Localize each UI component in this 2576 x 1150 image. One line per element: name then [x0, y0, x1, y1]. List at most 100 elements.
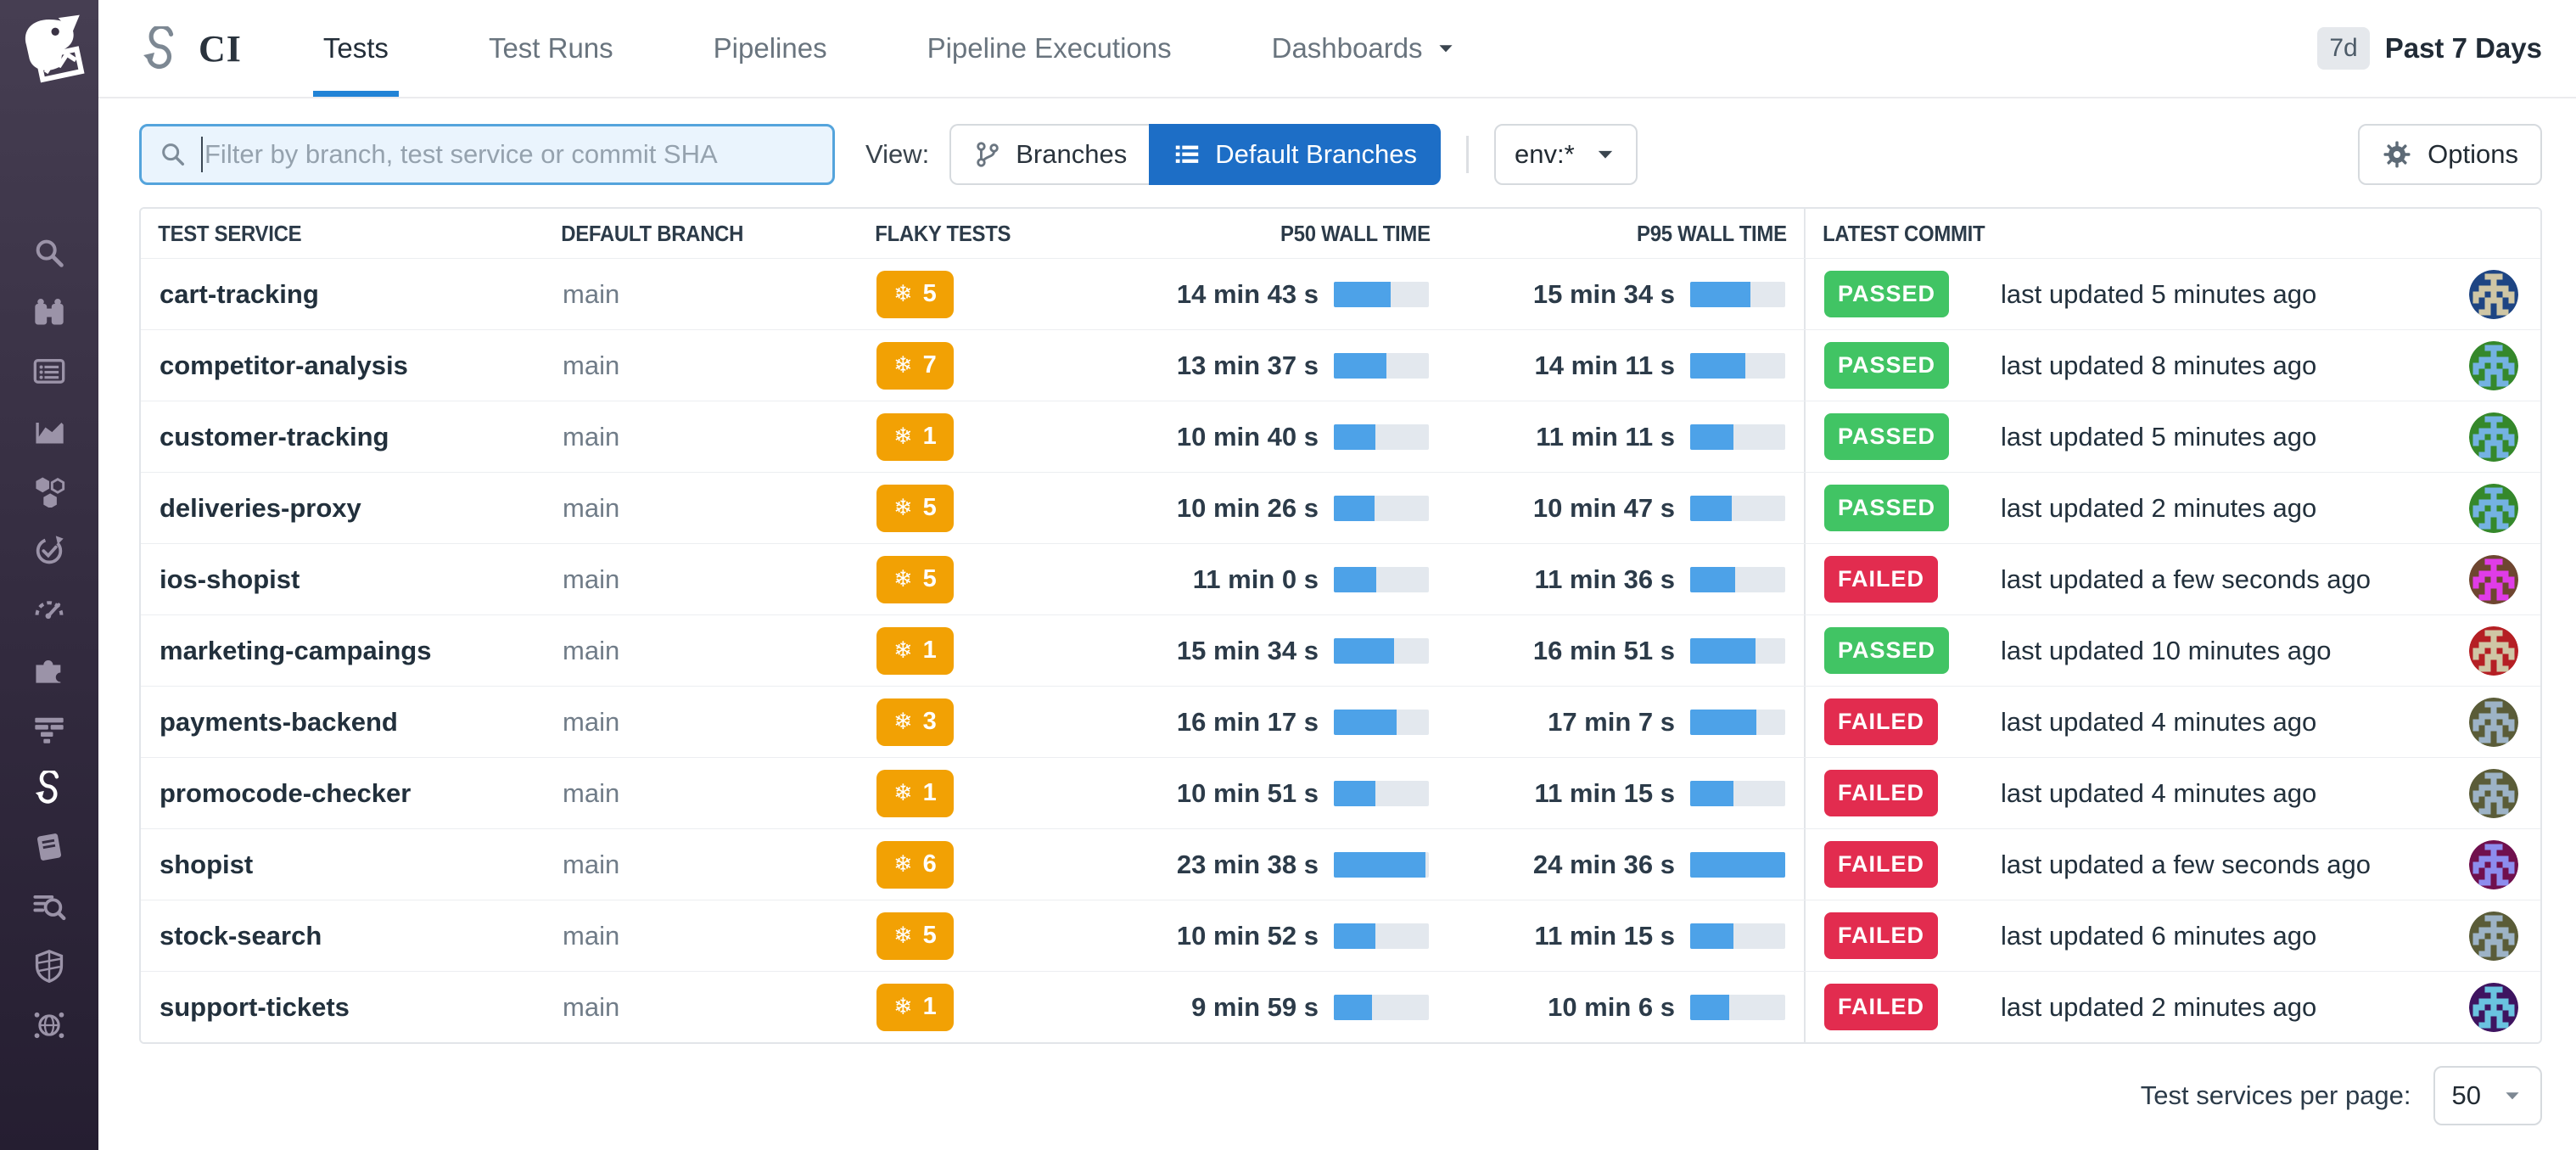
table-row[interactable]: competitor-analysis main ❄ 7 13 min 37 s… — [141, 329, 2540, 401]
integrations-puzzle-icon[interactable] — [32, 652, 66, 686]
p95-wall-time-bar — [1690, 851, 1785, 878]
latest-commit-cell: FAILED last updated a few seconds ago — [1804, 829, 2540, 900]
default-branch-cell: main — [563, 278, 620, 309]
last-updated-text: last updated 6 minutes ago — [2001, 920, 2317, 951]
p95-wall-time-bar — [1690, 994, 1785, 1020]
flaky-tests-badge[interactable]: ❄ 6 — [876, 840, 954, 889]
p50-wall-time-cell: 10 min 26 s — [1095, 493, 1448, 524]
last-updated-text: last updated 5 minutes ago — [2001, 421, 2317, 452]
service-name-link[interactable]: customer-tracking — [160, 421, 389, 452]
default-branches-toggle-button[interactable]: Default Branches — [1149, 124, 1442, 185]
tab-tests[interactable]: Tests — [312, 0, 399, 97]
search-input[interactable] — [203, 139, 815, 170]
chevron-down-icon — [1598, 150, 1612, 159]
p95-wall-time-value: 10 min 47 s — [1532, 492, 1675, 523]
search-icon[interactable] — [32, 236, 66, 270]
p95-wall-time-value: 11 min 15 s — [1534, 777, 1675, 808]
table-row[interactable]: customer-tracking main ❄ 1 10 min 40 s 1… — [141, 401, 2540, 472]
flaky-count: 3 — [922, 708, 937, 735]
column-header-test-service[interactable]: TEST SERVICE — [158, 220, 302, 246]
git-branch-icon — [977, 142, 999, 167]
service-name-link[interactable]: marketing-campaings — [160, 635, 432, 665]
p95-wall-time-cell: 14 min 11 s — [1448, 351, 1804, 381]
service-name-link[interactable]: support-tickets — [160, 991, 350, 1022]
service-name-link[interactable]: deliveries-proxy — [160, 492, 361, 523]
search-box — [139, 124, 835, 185]
sidebar-nav — [32, 236, 66, 1042]
snowflake-icon: ❄ — [893, 566, 913, 592]
monitors-icon[interactable] — [32, 533, 66, 567]
p95-wall-time-bar — [1690, 352, 1785, 379]
tab-dashboards[interactable]: Dashboards — [1272, 0, 1457, 97]
env-filter-dropdown[interactable]: env:* — [1494, 124, 1638, 185]
service-name-link[interactable]: cart-tracking — [160, 278, 319, 309]
service-name-link[interactable]: ios-shopist — [160, 564, 300, 594]
ci-icon[interactable] — [32, 771, 66, 805]
table-row[interactable]: deliveries-proxy main ❄ 5 10 min 26 s 10… — [141, 472, 2540, 543]
flaky-tests-badge[interactable]: ❄ 7 — [876, 341, 954, 390]
top-nav: CI Tests Test Runs Pipelines Pipeline Ex… — [98, 0, 2576, 98]
table-row[interactable]: stock-search main ❄ 5 10 min 52 s 11 min… — [141, 900, 2540, 971]
column-header-default-branch[interactable]: DEFAULT BRANCH — [561, 220, 744, 246]
flaky-tests-badge[interactable]: ❄ 5 — [876, 270, 954, 318]
flaky-tests-cell: ❄ 1 — [858, 983, 1095, 1031]
log-search-icon[interactable] — [32, 889, 66, 923]
service-name-link[interactable]: competitor-analysis — [160, 350, 408, 380]
per-page-select[interactable]: 50 — [2433, 1066, 2542, 1125]
p95-wall-time-cell: 24 min 36 s — [1448, 850, 1804, 880]
column-header-latest-commit[interactable]: LATEST COMMIT — [1804, 209, 2482, 258]
p95-wall-time-value: 11 min 15 s — [1534, 920, 1675, 951]
flaky-tests-badge[interactable]: ❄ 3 — [876, 698, 954, 746]
column-header-flaky-tests[interactable]: FLAKY TESTS — [875, 220, 1011, 246]
flaky-tests-badge[interactable]: ❄ 5 — [876, 555, 954, 603]
flaky-count: 1 — [922, 637, 937, 664]
apm-flamegraph-icon[interactable] — [32, 711, 66, 745]
p50-wall-time-bar — [1334, 424, 1429, 450]
flaky-tests-badge[interactable]: ❄ 1 — [876, 412, 954, 461]
service-name-link[interactable]: promocode-checker — [160, 777, 412, 808]
flaky-tests-cell: ❄ 5 — [858, 912, 1095, 960]
flaky-tests-badge[interactable]: ❄ 1 — [876, 769, 954, 817]
metrics-chart-icon[interactable] — [32, 414, 66, 448]
column-header-p95-wall-time[interactable]: P95 WALL TIME — [1637, 220, 1787, 246]
watchdog-binoculars-icon[interactable] — [32, 295, 66, 329]
flaky-count: 1 — [922, 779, 937, 806]
infrastructure-hexagons-icon[interactable] — [32, 474, 66, 508]
table-row[interactable]: promocode-checker main ❄ 1 10 min 51 s 1… — [141, 757, 2540, 828]
p50-wall-time-value: 16 min 17 s — [1176, 706, 1319, 737]
branches-toggle-button[interactable]: Branches — [949, 124, 1150, 185]
tab-pipeline-executions[interactable]: Pipeline Executions — [927, 32, 1172, 64]
table-row[interactable]: support-tickets main ❄ 1 9 min 59 s 10 m… — [141, 971, 2540, 1042]
snowflake-icon: ❄ — [893, 709, 913, 734]
default-branch-cell: main — [563, 350, 620, 380]
flaky-tests-badge[interactable]: ❄ 1 — [876, 626, 954, 675]
security-shield-icon[interactable] — [32, 949, 66, 983]
service-name-link[interactable]: shopist — [160, 849, 254, 879]
table-row[interactable]: payments-backend main ❄ 3 16 min 17 s 17… — [141, 686, 2540, 757]
tab-pipelines[interactable]: Pipelines — [713, 32, 827, 64]
status-badge: PASSED — [1824, 271, 1950, 317]
flaky-tests-badge[interactable]: ❄ 1 — [876, 983, 954, 1031]
dashboards-icon[interactable] — [32, 355, 66, 389]
flaky-tests-badge[interactable]: ❄ 5 — [876, 484, 954, 532]
network-globe-icon[interactable] — [32, 1008, 66, 1042]
list-icon — [1175, 145, 1199, 163]
flaky-tests-badge[interactable]: ❄ 5 — [876, 912, 954, 960]
table-row[interactable]: shopist main ❄ 6 23 min 38 s 24 min 36 s… — [141, 828, 2540, 900]
flaky-tests-cell: ❄ 3 — [858, 698, 1095, 746]
column-header-p50-wall-time[interactable]: P50 WALL TIME — [1280, 220, 1431, 246]
datadog-logo[interactable] — [13, 12, 86, 85]
options-button[interactable]: Options — [2358, 124, 2542, 185]
snowflake-icon: ❄ — [893, 352, 913, 378]
table-row[interactable]: cart-tracking main ❄ 5 14 min 43 s 15 mi… — [141, 258, 2540, 329]
rum-speedometer-icon[interactable] — [32, 592, 66, 626]
time-range-selector[interactable]: 7d Past 7 Days — [2317, 27, 2542, 70]
latest-commit-cell: FAILED last updated 6 minutes ago — [1804, 900, 2540, 971]
service-name-link[interactable]: payments-backend — [160, 706, 398, 737]
table-row[interactable]: marketing-campaings main ❄ 1 15 min 34 s… — [141, 614, 2540, 686]
service-name-link[interactable]: stock-search — [160, 920, 322, 951]
table-row[interactable]: ios-shopist main ❄ 5 11 min 0 s 11 min 3… — [141, 543, 2540, 614]
notebooks-icon[interactable] — [32, 830, 66, 864]
tab-test-runs[interactable]: Test Runs — [488, 32, 613, 64]
